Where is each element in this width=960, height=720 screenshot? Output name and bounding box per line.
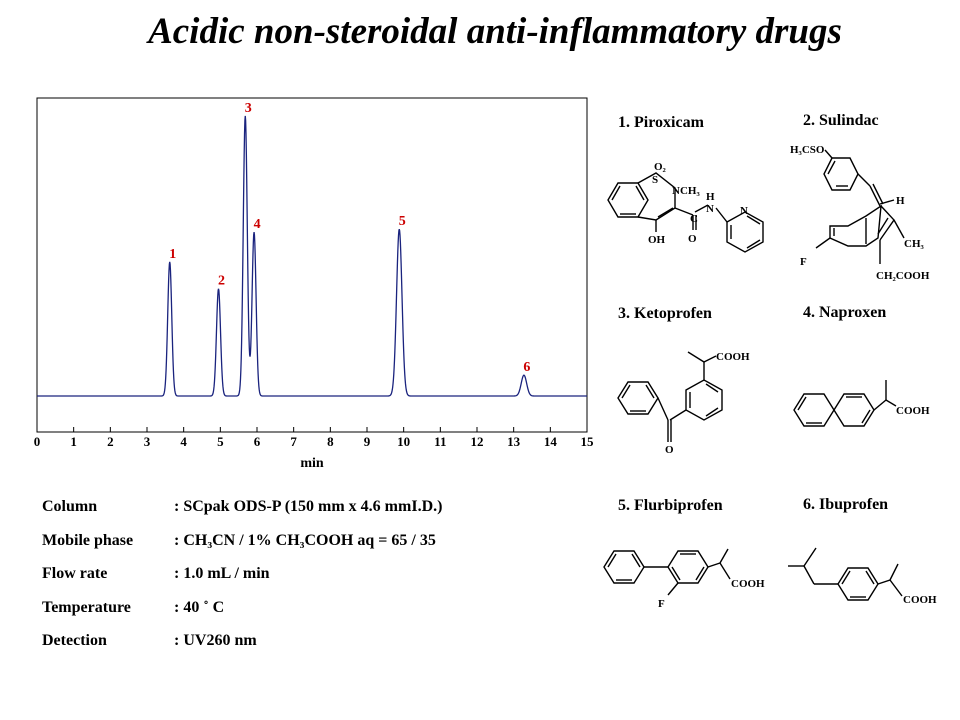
atom-label: OH (648, 234, 666, 246)
condition-label: Temperature (42, 599, 131, 616)
x-tick-label: 15 (581, 434, 595, 449)
condition-label: Flow rate (42, 565, 108, 582)
x-tick-label: 13 (507, 434, 521, 449)
atom-label: COOH (731, 578, 765, 590)
x-tick-label: 12 (471, 434, 484, 449)
atom-label: COOH (903, 594, 937, 606)
x-tick-label: 8 (327, 434, 334, 449)
plot-frame (36, 97, 588, 433)
atom-label: F (800, 256, 807, 268)
drug-name-naproxen: 4. Naproxen (803, 304, 887, 321)
atom-label: H₃CSO (790, 144, 825, 156)
structure-ketoprofen: O COOH (617, 351, 750, 456)
atom-label: O (665, 444, 674, 456)
atom-label: H (896, 195, 905, 207)
structure-piroxicam: O₂ S NCH₃ H N C N OH O (607, 161, 764, 253)
atom-label: COOH (716, 351, 750, 363)
x-axis-ticks (36, 427, 588, 432)
atom-label: CH₃ (904, 238, 925, 250)
condition-value: : SCpak ODS-P (150 mm x 4.6 mmI.D.) (174, 498, 443, 515)
peak-label: 2 (218, 274, 225, 289)
atom-label: NCH₃ (672, 185, 700, 197)
condition-label: Column (42, 498, 98, 515)
atom-label: CH₂COOH (876, 270, 930, 282)
x-tick-label: 0 (34, 434, 41, 449)
x-tick-label: 3 (144, 434, 151, 449)
peak-label: 1 (169, 247, 176, 262)
condition-value: : 40 ˚ C (174, 599, 225, 616)
structure-sulindac: H₃CSO H CH₃ F CH₂COOH (790, 144, 930, 282)
x-axis-label: min (300, 456, 324, 471)
drug-name-piroxicam: 1. Piroxicam (618, 114, 704, 131)
atom-label: O (688, 233, 697, 245)
x-tick-label: 1 (70, 434, 77, 449)
x-tick-label: 14 (544, 434, 558, 449)
x-tick-label: 11 (434, 434, 446, 449)
condition-value: : 1.0 mL / min (174, 565, 270, 582)
peak-label: 5 (399, 214, 406, 229)
atom-label: H (706, 191, 715, 203)
atom-label: C (690, 213, 698, 225)
condition-value: : CH₃CN / 1% CH₃COOH aq = 65 / 35 (174, 532, 436, 549)
x-tick-label: 4 (180, 434, 187, 449)
atom-label: N (740, 205, 748, 217)
atom-label: N (706, 203, 714, 215)
atom-label: COOH (896, 405, 930, 417)
drug-name-ibuprofen: 6. Ibuprofen (803, 496, 889, 513)
atom-label: F (658, 598, 665, 610)
atom-label: O₂ (654, 161, 667, 173)
x-tick-label: 2 (107, 434, 114, 449)
drug-name-ketoprofen: 3. Ketoprofen (618, 305, 712, 322)
structure-naproxen: COOH (793, 380, 930, 427)
drug-name-flurbiprofen: 5. Flurbiprofen (618, 497, 723, 514)
chromatogram-trace (37, 115, 587, 397)
condition-value: : UV260 nm (174, 632, 257, 649)
x-tick-label: 9 (364, 434, 371, 449)
condition-label: Mobile phase (42, 532, 134, 549)
drug-name-sulindac: 2. Sulindac (803, 112, 879, 129)
peak-label: 6 (523, 360, 530, 375)
peak-label: 4 (254, 217, 261, 232)
atom-label: S (652, 174, 658, 186)
peak-label: 3 (245, 101, 252, 116)
peak-labels: 1 2 3 4 5 6 (169, 101, 530, 375)
structure-flurbiprofen: F COOH (603, 548, 765, 610)
x-tick-label: 5 (217, 434, 224, 449)
condition-label: Detection (42, 632, 107, 649)
x-tick-label: 6 (254, 434, 261, 449)
x-axis-tick-labels: 0 1 2 3 4 5 6 7 8 9 10 11 12 13 14 15 (34, 434, 594, 449)
structure-ibuprofen: COOH (788, 547, 937, 606)
page-title: Acidic non-steroidal anti-inflammatory d… (148, 11, 842, 52)
x-tick-label: 7 (290, 434, 297, 449)
x-tick-label: 10 (397, 434, 410, 449)
